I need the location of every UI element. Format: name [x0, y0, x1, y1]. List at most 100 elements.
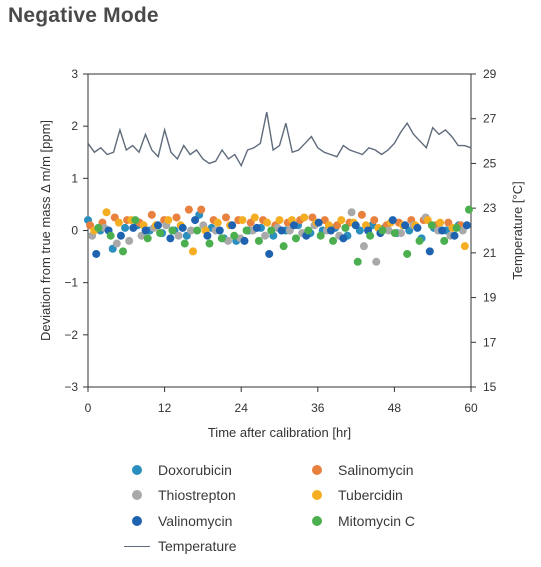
legend-item-doxorubicin: Doxorubicin — [132, 462, 232, 478]
data-point — [440, 236, 449, 245]
y2-tick-label: 25 — [483, 156, 497, 170]
data-point — [121, 223, 130, 232]
data-point — [252, 223, 261, 232]
data-point — [172, 213, 181, 222]
data-point — [92, 249, 101, 258]
data-point — [102, 208, 111, 217]
data-point — [178, 223, 187, 232]
data-point — [390, 229, 399, 238]
legend-marker — [132, 490, 142, 500]
legend-label: Doxorubicin — [158, 462, 232, 478]
data-point — [112, 239, 121, 248]
x-tick-label: 24 — [235, 401, 249, 415]
data-point — [357, 210, 366, 219]
data-point — [217, 234, 226, 243]
data-point — [289, 221, 298, 230]
data-point — [114, 218, 123, 227]
data-point — [174, 231, 183, 240]
data-point — [125, 236, 134, 245]
data-point — [238, 216, 247, 225]
data-point — [401, 221, 410, 230]
legend-label: Temperature — [158, 538, 237, 554]
data-point — [154, 221, 163, 230]
data-point — [106, 231, 115, 240]
data-point — [359, 242, 368, 251]
x-tick-label: 60 — [464, 401, 478, 415]
data-point — [119, 247, 128, 256]
legend-marker — [132, 465, 142, 475]
y2-tick-label: 29 — [483, 67, 497, 81]
data-point — [261, 231, 270, 240]
data-point — [347, 208, 356, 217]
y2-tick-label: 17 — [483, 335, 497, 349]
data-point — [438, 226, 447, 235]
data-point — [193, 226, 202, 235]
legend-item-tubercidin: Tubercidin — [312, 487, 403, 503]
data-point — [224, 236, 233, 245]
x-tick-label: 36 — [311, 401, 325, 415]
data-point — [265, 249, 274, 258]
y-tick-label: 3 — [71, 67, 78, 81]
legend-label: Tubercidin — [338, 487, 403, 503]
y2-tick-label: 19 — [483, 291, 497, 305]
y-tick-label: −1 — [64, 276, 78, 290]
data-point — [197, 205, 206, 214]
data-point — [277, 226, 286, 235]
x-tick-label: 48 — [388, 401, 402, 415]
y-tick-label: −2 — [64, 328, 78, 342]
data-point — [326, 226, 335, 235]
y2-tick-label: 21 — [483, 246, 497, 260]
data-point — [116, 231, 125, 240]
data-point — [156, 229, 165, 238]
legend-item-salinomycin: Salinomycin — [312, 462, 413, 478]
data-point — [166, 234, 175, 243]
data-point — [464, 205, 473, 214]
legend-label: Mitomycin C — [338, 513, 416, 529]
data-point — [353, 257, 362, 266]
data-point — [279, 242, 288, 251]
y-tick-label: 2 — [71, 119, 78, 133]
data-point — [462, 221, 471, 230]
data-point — [250, 213, 259, 222]
series-valinomycin — [92, 216, 471, 258]
y-tick-label: −3 — [64, 380, 78, 394]
data-point — [164, 216, 173, 225]
y-tick-label: 1 — [71, 171, 78, 185]
data-point — [378, 226, 387, 235]
data-point — [300, 213, 309, 222]
legend-label: Valinomycin — [158, 513, 233, 529]
data-point — [351, 221, 360, 230]
y-tick-label: 0 — [71, 224, 78, 238]
data-point — [221, 213, 230, 222]
data-point — [460, 242, 469, 251]
data-point — [191, 216, 200, 225]
data-point — [370, 216, 379, 225]
page-title: Negative Mode — [8, 4, 159, 27]
legend-marker — [312, 465, 322, 475]
data-point — [228, 221, 237, 230]
data-point — [415, 236, 424, 245]
legend-item-valinomycin: Valinomycin — [132, 513, 232, 529]
data-point — [329, 236, 338, 245]
y2-axis-label: Temperature [°C] — [510, 181, 525, 279]
data-point — [129, 223, 138, 232]
data-point — [366, 231, 375, 240]
data-point — [413, 223, 422, 232]
x-tick-label: 0 — [85, 401, 92, 415]
data-point — [254, 236, 263, 245]
y2-tick-label: 27 — [483, 112, 497, 126]
data-point — [186, 226, 195, 235]
legend-label: Salinomycin — [338, 462, 414, 478]
data-point — [168, 226, 177, 235]
series-mitomycin-c — [94, 205, 473, 266]
data-point — [215, 226, 224, 235]
data-point — [94, 223, 103, 232]
legend-line-marker — [124, 545, 150, 547]
data-point — [452, 223, 461, 232]
data-point — [263, 218, 272, 227]
legend-item-temperature: Temperature — [124, 538, 237, 554]
data-point — [189, 247, 198, 256]
legend-marker — [312, 516, 322, 526]
data-point — [180, 239, 189, 248]
